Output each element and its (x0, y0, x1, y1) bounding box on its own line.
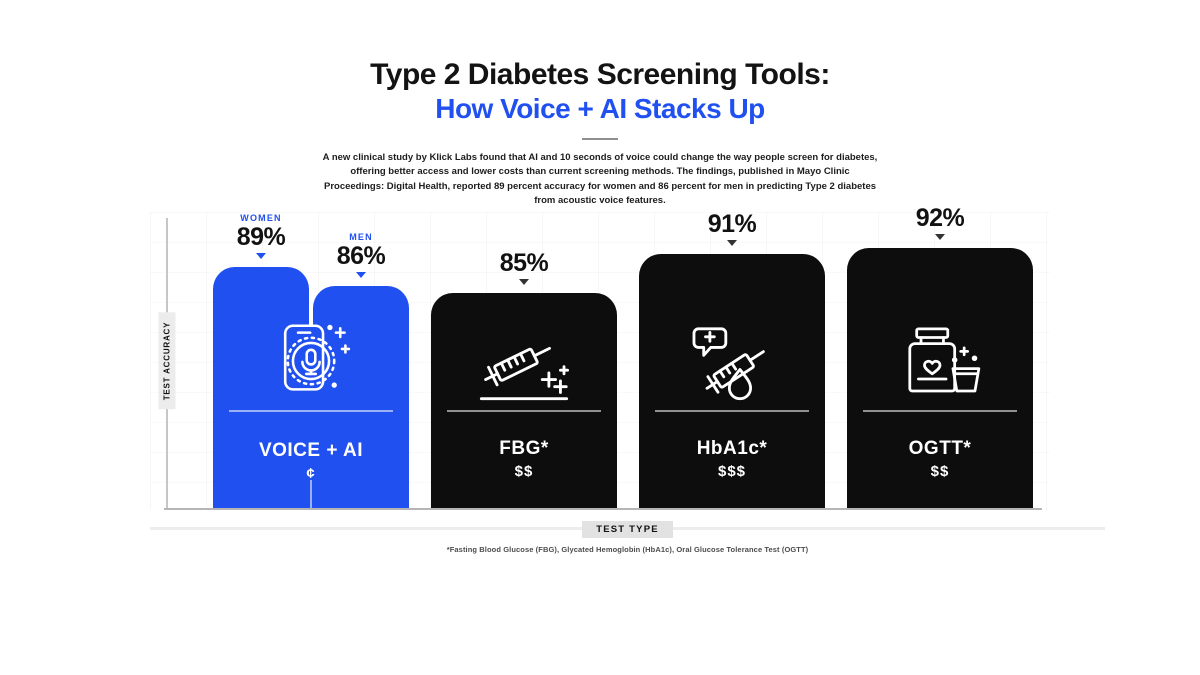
cost-indicator: $$ (514, 463, 534, 480)
syringe-blood-drop-icon (678, 320, 786, 404)
page-subtitle: How Voice + AI Stacks Up (435, 93, 765, 124)
bar-label-fbg: FBG* $$ (431, 438, 617, 480)
x-axis-label: TEST TYPE (582, 521, 673, 538)
group-label-men: MEN (349, 232, 373, 242)
bar-divider (447, 410, 601, 412)
bar-label-hba1c: HbA1c* $$$ (639, 438, 825, 480)
callout-women: WOMEN 89% (213, 214, 309, 259)
bar-name: VOICE + AI (258, 440, 364, 461)
cost-indicator: $$ (930, 463, 950, 480)
bar-merge-fill (291, 326, 331, 508)
bar-center-line (310, 480, 312, 508)
bar-hba1c: 91% (639, 212, 825, 508)
syringe-icon (465, 324, 583, 404)
value-ogtt: 92% (915, 204, 965, 232)
bar-divider (863, 410, 1017, 412)
voice-ai-phone-mic-icon (267, 318, 355, 404)
pointer-triangle-icon (256, 253, 266, 259)
footnote: *Fasting Blood Glucose (FBG), Glycated H… (446, 545, 809, 554)
bar-divider (655, 410, 809, 412)
cost-indicator: ¢ (306, 465, 316, 482)
bars-row: WOMEN 89% MEN 86% (213, 206, 1033, 508)
bar-name: FBG* (499, 438, 549, 459)
value-men: 86% (336, 242, 386, 270)
value-hba1c: 91% (707, 210, 757, 238)
glucose-drink-icon (887, 322, 993, 404)
bar-ogtt: 92% (847, 206, 1033, 508)
bar-voice-ai: WOMEN 89% MEN 86% (213, 214, 409, 508)
y-axis-label: TEST ACCURACY (158, 312, 176, 410)
bar-fbg: 85% (431, 251, 617, 508)
bar-chart: TEST ACCURACY WOMEN 89% MEN 86% (150, 206, 1050, 510)
pointer-triangle-icon (935, 234, 945, 240)
callout-fbg: 85% (431, 251, 617, 285)
x-axis-baseline (164, 508, 1042, 510)
bar-divider (229, 410, 393, 412)
bar-label-ogtt: OGTT* $$ (847, 438, 1033, 480)
value-women: 89% (236, 223, 286, 251)
callout-men: MEN 86% (313, 233, 409, 278)
callout-hba1c: 91% (639, 212, 825, 246)
pointer-triangle-icon (356, 272, 366, 278)
bar-label-voice-ai: VOICE + AI ¢ (213, 440, 409, 482)
bar-name: HbA1c* (696, 438, 768, 459)
page-title: Type 2 Diabetes Screening Tools: (370, 58, 830, 91)
bar-name: OGTT* (908, 438, 972, 459)
intro-paragraph: A new clinical study by Klick Labs found… (322, 152, 878, 206)
title-divider (582, 138, 618, 140)
header: Type 2 Diabetes Screening Tools: How Voi… (0, 58, 1200, 208)
cost-indicator: $$$ (717, 463, 747, 480)
x-axis-band: TEST TYPE (150, 521, 1105, 538)
pointer-triangle-icon (519, 279, 529, 285)
pointer-triangle-icon (727, 240, 737, 246)
value-fbg: 85% (499, 249, 549, 277)
callout-ogtt: 92% (847, 206, 1033, 240)
group-label-women: WOMEN (240, 213, 282, 223)
